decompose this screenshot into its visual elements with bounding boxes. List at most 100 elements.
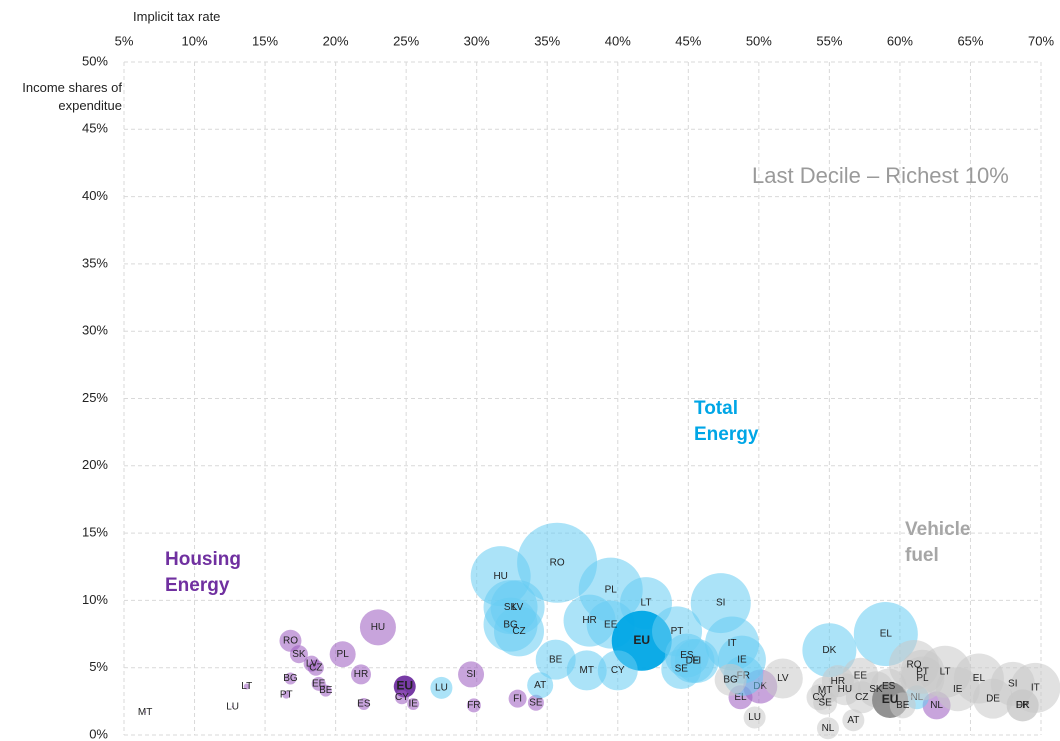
bubble-label: DE [986,693,1000,704]
bubble-label: LV [777,673,789,684]
bubble-label: FI [513,693,522,704]
y-tick-label: 45% [82,121,108,136]
series-label: Total Energy [694,398,759,445]
y-tick-label: 30% [82,323,108,338]
bubble-label: SE [818,697,832,708]
bubble-label: LT [241,681,252,692]
bubble-label: EL [880,629,893,640]
bubble-label: EL [734,692,747,703]
bubble-label: ES [882,681,896,692]
y-tick-label: 5% [89,659,108,674]
bubble-label: CZ [855,692,868,703]
bubble-label: EE [312,678,326,689]
x-tick-label: 40% [605,33,631,48]
bubble-label: MT [580,665,594,676]
x-tick-label: 35% [534,33,560,48]
bubble-label: DK [1016,700,1030,711]
bubble [357,698,370,711]
y-tick-label: 50% [82,53,108,68]
bubble [307,659,324,676]
bubble-label: BE [319,685,333,696]
bubble [351,664,372,685]
bubble-label: LU [226,701,239,712]
bubble [661,649,702,690]
bubble [359,609,396,646]
bubble-labels: MT LULTPTBGROSKLVCZEEBEPLHRHUESEUCYIESIFR… [138,622,943,718]
bubble [517,522,598,603]
y-tick-label: 20% [82,457,108,472]
bubble [289,645,308,664]
bubble-label: EE [854,670,868,681]
bubble-label: IE [953,684,963,695]
y-tick-label: 0% [89,726,108,741]
bubble [231,705,234,708]
bubble-label: PT [280,689,293,700]
bubble [319,684,332,697]
bubble-label: CY [611,665,625,676]
bubble-label: DK [822,645,836,656]
bubble-label: EL [973,673,986,684]
x-tick-label: 30% [464,33,490,48]
bubble [889,692,916,719]
series [714,640,1060,740]
x-axis-title: Implicit tax rate [133,9,221,24]
bubble [527,672,554,699]
bubble-label: PT [671,626,684,637]
bubble-label: LT [641,598,652,609]
bubble [535,639,576,680]
bubble-label: HU [838,684,852,695]
y-tick-label: 40% [82,188,108,203]
bubble [394,690,409,705]
bubble [430,676,453,699]
bubble-label: SK [869,684,883,695]
bubble-label: HR [354,669,368,680]
bubble-label: HR [582,615,596,626]
x-tick-label: 70% [1028,33,1054,48]
bubble [243,683,250,690]
bubble [329,641,356,668]
bubble [494,606,545,657]
bubble-label: HU [371,622,385,633]
y-tick-label: 15% [82,525,108,540]
bubble-label: ES [357,699,371,710]
bubble-label: PL [916,673,929,684]
bubble-label: EU [633,633,650,647]
bubble-label: SI [1008,678,1017,689]
bubble [762,658,803,699]
bubble-label: PT [916,666,929,677]
bubble-label: FR [1016,700,1029,711]
bubble-label: EU [396,679,413,693]
bubble [743,706,766,729]
bubble-label: IE [737,654,747,665]
bubble-label: HR [831,676,845,687]
bubble-label: LT [940,666,951,677]
bubble [458,661,485,688]
x-tick-label: 10% [182,33,208,48]
bubble-label: SK [292,649,306,660]
bubble-label: CY [813,692,827,703]
bubble-label: PL [605,584,618,595]
bubble-label: NL [930,700,943,711]
bubble-label: SI [716,598,725,609]
bubble-label: RO [907,660,922,671]
bubble [407,698,420,711]
bubble [527,694,544,711]
bubble [714,663,747,696]
y-axis-title: Income shares of expenditue [22,80,122,113]
x-tick-label: 25% [393,33,419,48]
bubble-label: IT [1031,683,1040,694]
bubble-label: CZ [512,626,525,637]
bubble-label: IT [728,638,737,649]
bubble-label: BG [283,673,298,684]
bubble [466,698,481,713]
bubble-label: ES [680,650,694,661]
bubble-label: AT [534,680,546,691]
bubble [816,717,839,740]
bubble-labels: HUROPLSKLVBGCZHREELTEUSIPTITESDEFISEIEFR… [435,557,924,703]
x-tick-label: 20% [323,33,349,48]
bubble-label: FI [692,656,701,667]
bubble-label: BG [503,619,518,630]
bubble-label: BE [896,700,910,711]
